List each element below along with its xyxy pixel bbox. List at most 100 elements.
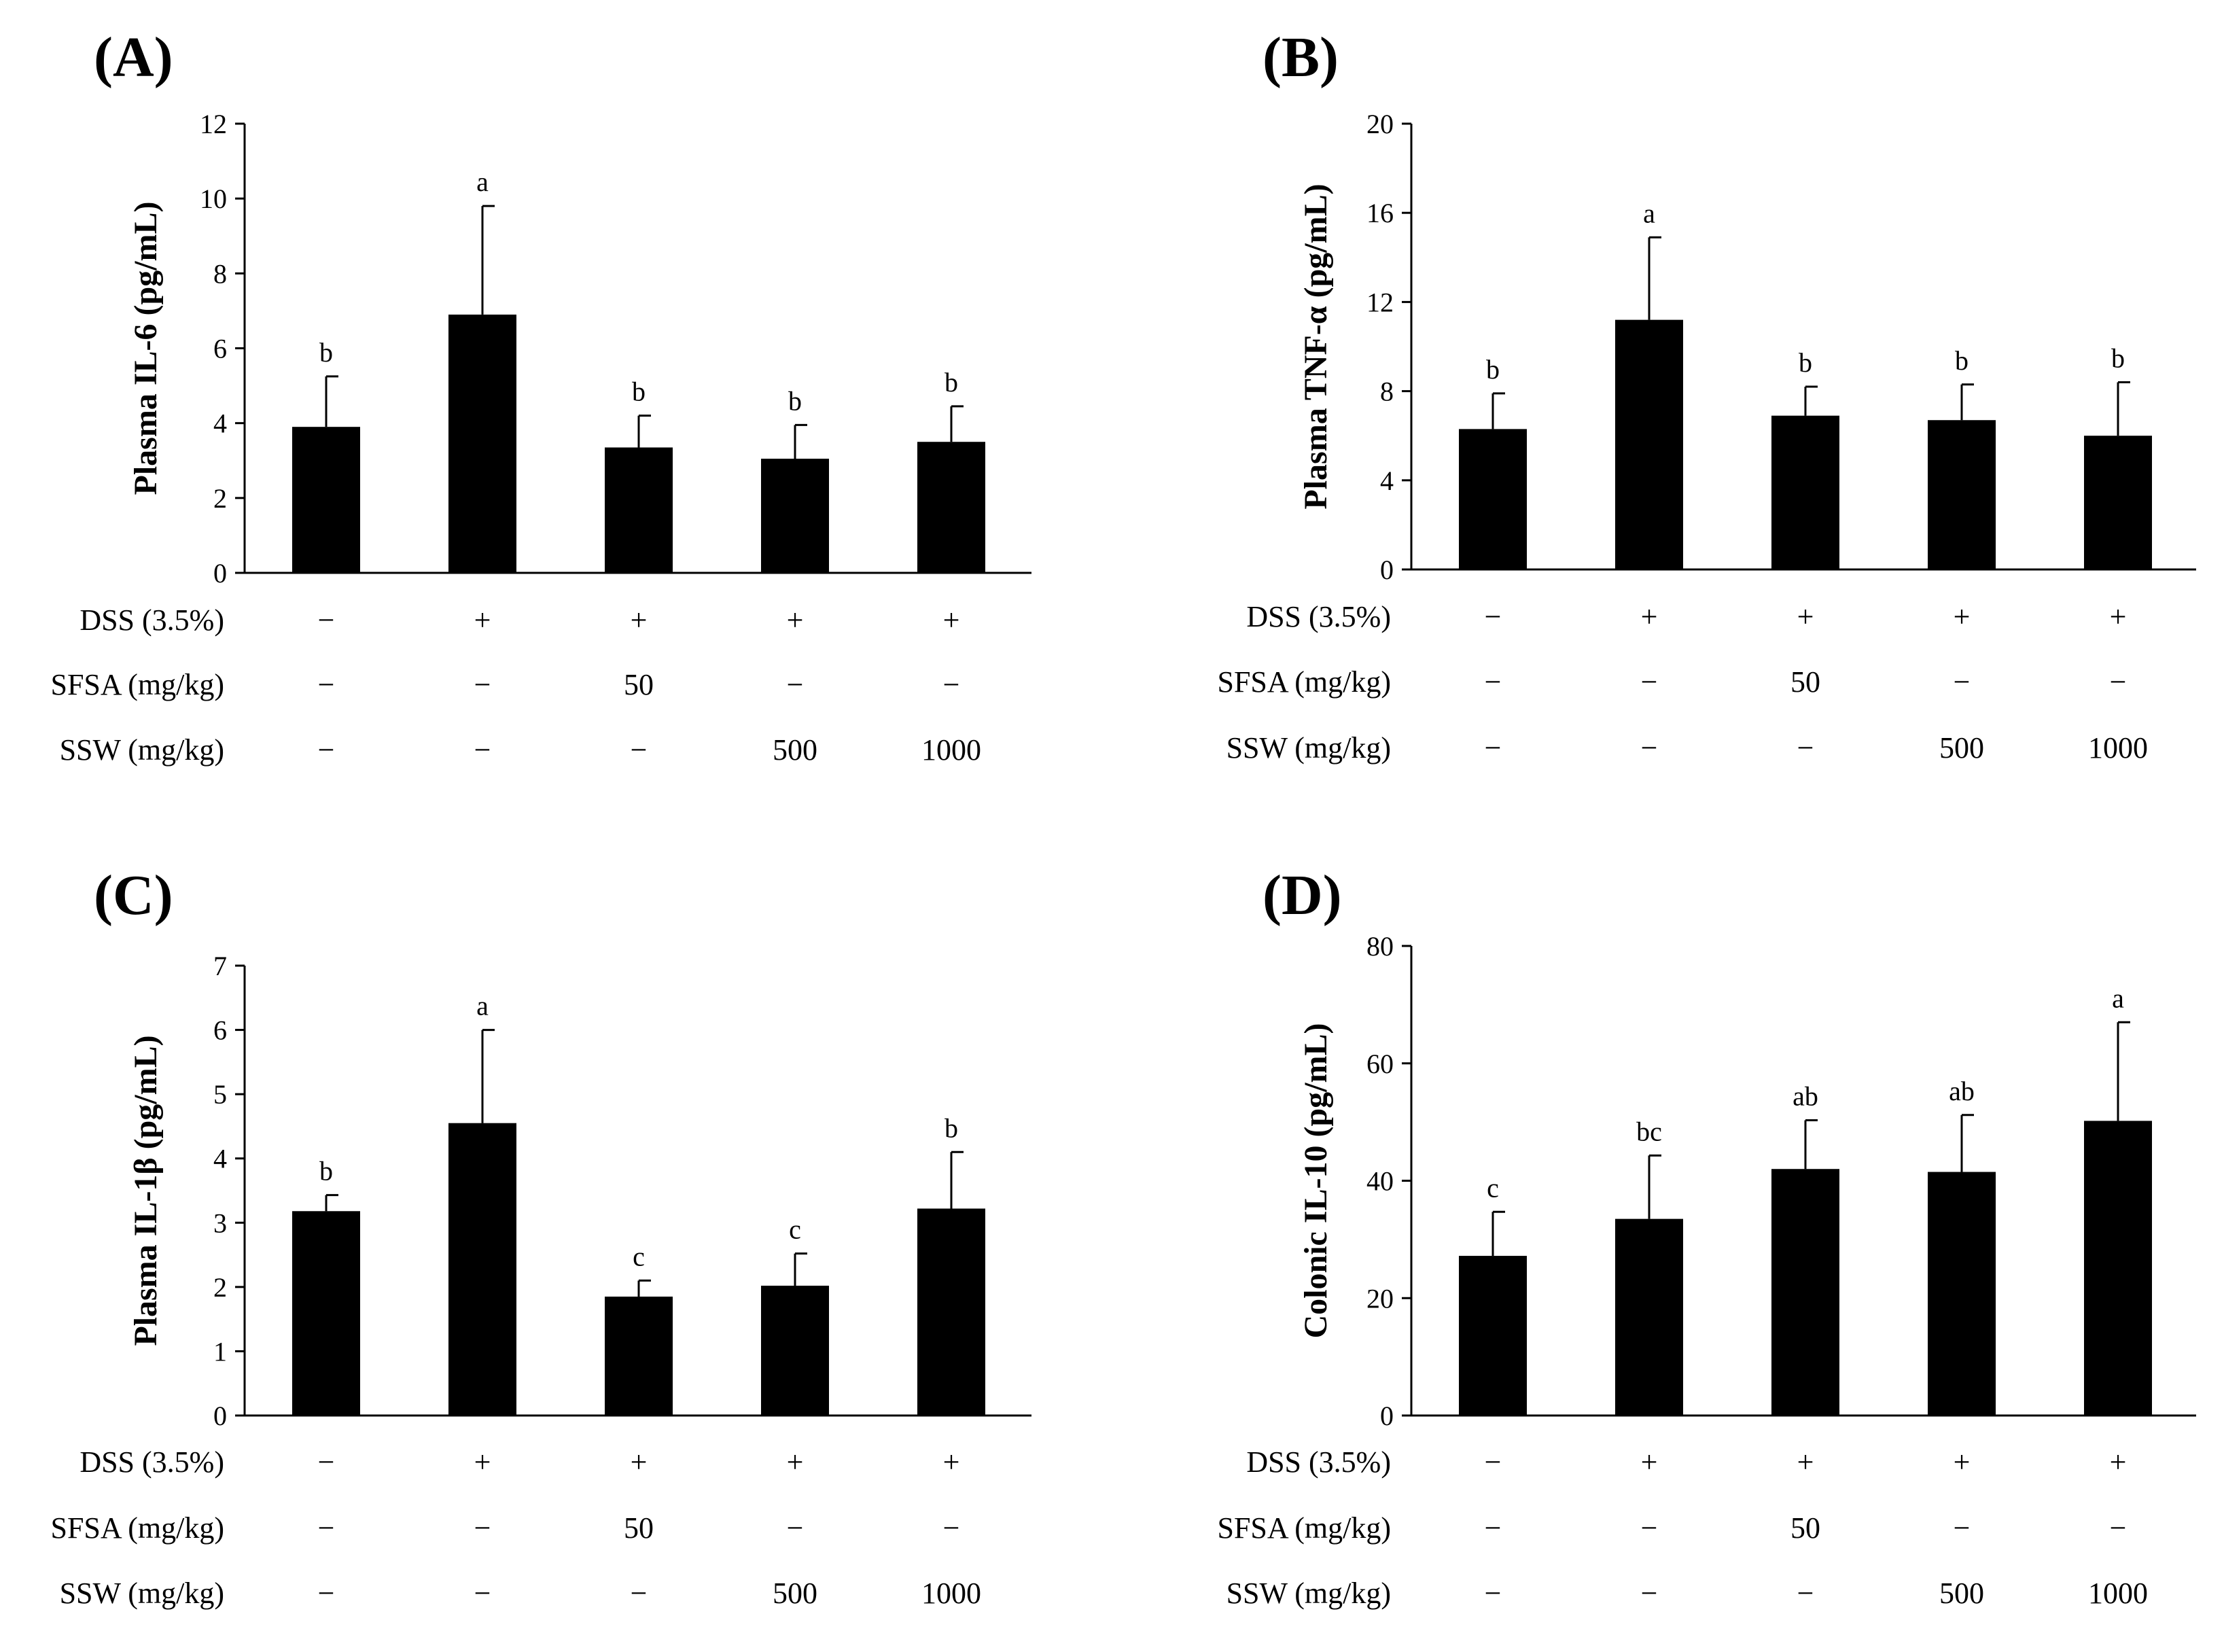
treatment-cell-dss: + xyxy=(1954,1445,1971,1479)
bar xyxy=(1615,319,1683,569)
treatment-cell-dss: + xyxy=(1797,1445,1814,1479)
row-label-dss: DSS (3.5%) xyxy=(1246,1445,1391,1479)
treatment-cell-ssw: − xyxy=(1641,731,1658,765)
row-label-dss: DSS (3.5%) xyxy=(1246,600,1391,633)
bar xyxy=(1771,1169,1839,1416)
significance-letter: c xyxy=(789,1214,801,1245)
treatment-cell-ssw: − xyxy=(1797,731,1814,765)
treatment-cell-dss: + xyxy=(943,1445,960,1479)
bar xyxy=(292,1211,360,1416)
treatment-cell-ssw: − xyxy=(474,733,491,767)
y-tick-label: 6 xyxy=(213,1015,227,1046)
significance-letter: a xyxy=(476,166,489,197)
significance-letter: b xyxy=(1486,354,1500,385)
y-tick-label: 2 xyxy=(213,483,227,514)
treatment-cell-sfsa: − xyxy=(943,1511,960,1545)
y-axis-label: Colonic IL-10 (pg/mL) xyxy=(1298,1023,1334,1338)
treatment-cell-sfsa: − xyxy=(1485,665,1502,699)
treatment-cell-ssw: 1000 xyxy=(921,1577,981,1610)
y-tick-label: 10 xyxy=(200,183,227,214)
y-tick-label: 3 xyxy=(213,1208,227,1238)
y-tick-label: 60 xyxy=(1366,1049,1394,1079)
treatment-cell-ssw: 500 xyxy=(1939,1577,1984,1610)
treatment-cell-dss: + xyxy=(943,603,960,637)
significance-letter: b xyxy=(945,367,958,398)
row-label-sfsa: SFSA (mg/kg) xyxy=(50,668,224,701)
treatment-cell-sfsa: − xyxy=(1641,1511,1658,1545)
bar xyxy=(1928,420,1996,569)
significance-letter: c xyxy=(1487,1172,1499,1203)
y-axis-label: Plasma TNF-α (pg/mL) xyxy=(1298,183,1334,509)
treatment-cell-sfsa: − xyxy=(1641,665,1658,699)
y-axis-label: Plasma IL-6 (pg/mL) xyxy=(128,202,164,495)
treatment-cell-sfsa: − xyxy=(787,668,804,701)
panel-c: (C) Plasma IL-1β (pg/mL) 0 1 2 3 4 5 6 7 b a c c b DSS … xyxy=(50,864,1031,1610)
bar xyxy=(2084,1121,2152,1416)
significance-letter: b xyxy=(2111,342,2125,373)
bar xyxy=(605,447,673,573)
treatment-cell-sfsa: − xyxy=(1485,1511,1502,1545)
y-tick-label: 40 xyxy=(1366,1166,1394,1197)
bar xyxy=(761,458,829,573)
treatment-cell-dss: + xyxy=(2110,600,2127,633)
panel-label: (D) xyxy=(1263,864,1342,927)
row-label-ssw: SSW (mg/kg) xyxy=(1226,731,1391,765)
treatment-cell-dss: + xyxy=(474,1445,491,1479)
significance-letter: b xyxy=(1955,345,1969,376)
bar xyxy=(1771,415,1839,569)
treatment-cell-sfsa: − xyxy=(474,668,491,701)
treatment-cell-ssw: 1000 xyxy=(2088,731,2148,765)
treatment-cell-ssw: 1000 xyxy=(921,733,981,767)
significance-letter: ab xyxy=(1949,1076,1975,1106)
treatment-cell-sfsa: − xyxy=(943,668,960,701)
row-label-sfsa: SFSA (mg/kg) xyxy=(1217,1511,1391,1545)
treatment-cell-ssw: − xyxy=(474,1577,491,1610)
y-tick-label: 4 xyxy=(213,1144,227,1174)
treatment-cell-ssw: − xyxy=(1641,1577,1658,1610)
treatment-cell-sfsa: 50 xyxy=(1790,1511,1820,1545)
panel-a: (A) Plasma IL-6 (pg/mL) 0 2 4 6 8 10 12 b a b b b DSS … xyxy=(50,26,1031,767)
panel-b: (B) Plasma TNF-α (pg/mL) 0 4 8 12 16 20 b a b b b DSS… xyxy=(1217,26,2196,765)
significance-letter: ab xyxy=(1793,1081,1818,1112)
y-tick-label: 12 xyxy=(200,109,227,139)
treatment-cell-dss: + xyxy=(1641,1445,1658,1479)
treatment-cell-ssw: − xyxy=(1485,1577,1502,1610)
y-tick-label: 8 xyxy=(1380,376,1394,407)
bar xyxy=(1459,1256,1527,1416)
row-label-dss: DSS (3.5%) xyxy=(80,603,224,637)
y-tick-label: 5 xyxy=(213,1079,227,1110)
treatment-cell-sfsa: − xyxy=(787,1511,804,1545)
treatment-cell-ssw: 500 xyxy=(773,733,817,767)
treatment-cell-dss: + xyxy=(1954,600,1971,633)
significance-letter: bc xyxy=(1636,1116,1662,1146)
y-axis-label: Plasma IL-1β (pg/mL) xyxy=(128,1035,164,1346)
y-tick-label: 6 xyxy=(213,334,227,364)
y-tick-label: 80 xyxy=(1366,931,1394,962)
bar xyxy=(2084,436,2152,569)
significance-letter: b xyxy=(319,1156,333,1187)
y-tick-label: 20 xyxy=(1366,109,1394,139)
treatment-cell-ssw: − xyxy=(1485,731,1502,765)
row-label-dss: DSS (3.5%) xyxy=(80,1445,224,1479)
y-tick-label: 0 xyxy=(213,1401,227,1431)
y-tick-label: 7 xyxy=(213,951,227,981)
treatment-cell-sfsa: − xyxy=(318,1511,335,1545)
y-tick-label: 0 xyxy=(1380,1401,1394,1431)
treatment-cell-sfsa: − xyxy=(1954,665,1971,699)
significance-letter: a xyxy=(476,991,489,1021)
treatment-cell-ssw: − xyxy=(1797,1577,1814,1610)
treatment-cell-dss: + xyxy=(631,1445,648,1479)
y-tick-label: 16 xyxy=(1366,198,1394,228)
bar xyxy=(292,427,360,573)
bar xyxy=(1459,429,1527,569)
treatment-cell-sfsa: − xyxy=(2110,1511,2127,1545)
y-tick-label: 0 xyxy=(213,558,227,588)
treatment-cell-dss: + xyxy=(474,603,491,637)
row-label-ssw: SSW (mg/kg) xyxy=(1226,1577,1391,1610)
y-tick-label: 0 xyxy=(1380,555,1394,585)
treatment-cell-sfsa: − xyxy=(1954,1511,1971,1545)
row-label-sfsa: SFSA (mg/kg) xyxy=(1217,665,1391,699)
significance-letter: b xyxy=(945,1112,958,1143)
treatment-cell-sfsa: − xyxy=(474,1511,491,1545)
